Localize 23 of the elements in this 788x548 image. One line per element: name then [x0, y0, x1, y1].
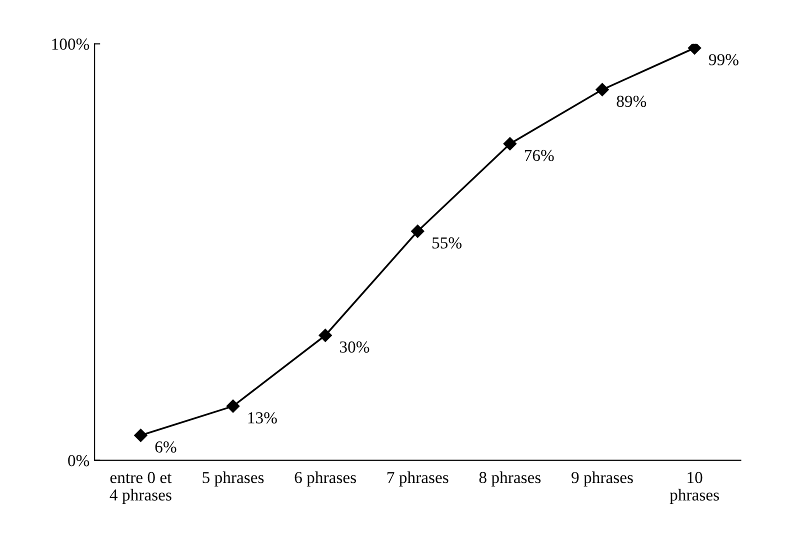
x-tick-label: 10 phrases	[670, 472, 719, 504]
point	[134, 428, 148, 442]
point	[318, 328, 332, 342]
data-label: 76%	[524, 150, 554, 162]
y-tick-label: 0%	[68, 455, 90, 466]
x-tick-label: 8 phrases	[479, 471, 541, 487]
y-tick-label: 100%	[52, 38, 90, 50]
data-label: 13%	[248, 412, 277, 424]
data-label: 6%	[155, 441, 176, 453]
x-tick-label: 6 phrases	[294, 471, 356, 487]
point	[688, 44, 702, 55]
x-tick-label: 5 phrases	[202, 471, 264, 487]
data-label: 89%	[616, 96, 646, 107]
data-label: 55%	[432, 237, 462, 249]
x-tick-label: 9 phrases	[572, 471, 633, 487]
data-label: 99%	[708, 54, 738, 66]
point	[596, 83, 609, 96]
point	[503, 137, 517, 150]
x-tick-label: entre 0 et 4 phrases	[110, 472, 172, 504]
data-label: 30%	[340, 341, 370, 353]
point	[411, 224, 424, 238]
point	[226, 400, 240, 413]
x-tick-label: 7 phrases	[387, 471, 448, 487]
